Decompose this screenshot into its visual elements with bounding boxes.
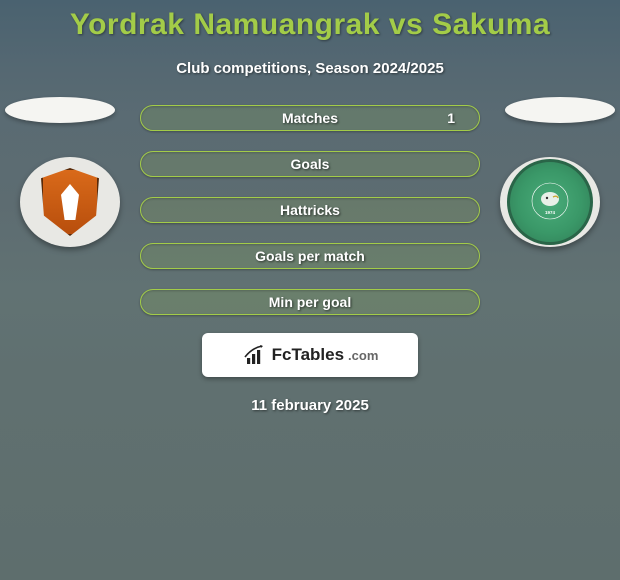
stat-row-min-per-goal: Min per goal (140, 289, 480, 315)
stat-label: Hattricks (280, 202, 340, 218)
brand-badge[interactable]: FcTables .com (202, 333, 418, 377)
comparison-panel: 1974 Matches 1 Goals Hattricks Goals per… (0, 105, 620, 414)
stat-value: 1 (447, 110, 455, 126)
stat-row-goals-per-match: Goals per match (140, 243, 480, 269)
date-text: 11 february 2025 (0, 397, 620, 414)
stat-label: Goals (291, 156, 330, 172)
svg-text:1974: 1974 (545, 210, 556, 215)
stat-label: Min per goal (269, 294, 351, 310)
club-2-circle-icon: 1974 (507, 159, 593, 245)
stat-label: Goals per match (255, 248, 365, 264)
stat-row-matches: Matches 1 (140, 105, 480, 131)
player-2-avatar (505, 97, 615, 123)
brand-name: FcTables (272, 345, 344, 365)
club-2-badge: 1974 (500, 157, 600, 247)
subtitle: Club competitions, Season 2024/2025 (0, 60, 620, 77)
brand-suffix: .com (348, 348, 378, 363)
stat-row-hattricks: Hattricks (140, 197, 480, 223)
player-1-avatar (5, 97, 115, 123)
club-1-shield-icon (41, 168, 99, 236)
stat-row-goals: Goals (140, 151, 480, 177)
club-2-badge-text: 1974 (530, 181, 570, 223)
brand-chart-icon (242, 344, 268, 366)
club-1-badge (20, 157, 120, 247)
stat-label: Matches (282, 110, 338, 126)
page-title: Yordrak Namuangrak vs Sakuma (0, 0, 620, 42)
